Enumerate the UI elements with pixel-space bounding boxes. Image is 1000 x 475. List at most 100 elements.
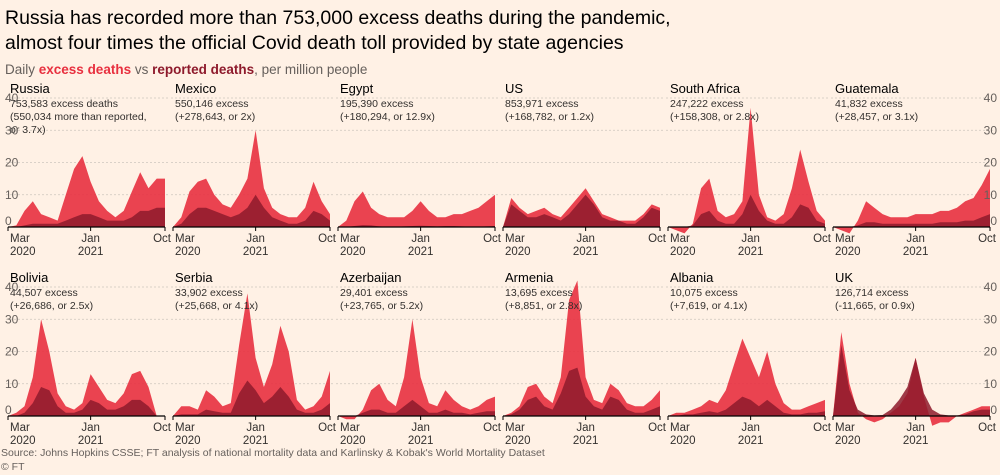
x-tick-label: Jan xyxy=(411,422,430,434)
panel-excess-total: 853,971 excess xyxy=(505,98,579,110)
subtitle-prefix: Daily xyxy=(5,62,39,77)
x-tick-label: Oct xyxy=(978,233,997,245)
x-tick-label: Jan xyxy=(246,233,265,245)
panel-excess-diff: (+26,686, or 2.5x) xyxy=(10,300,93,312)
x-tick-label-year: 2020 xyxy=(10,246,36,258)
x-tick-label: Oct xyxy=(153,233,172,245)
y-tick-label: 10 xyxy=(984,377,998,391)
x-tick-label: Mar xyxy=(340,233,360,245)
panel-excess-total: 41,832 excess xyxy=(835,98,903,110)
y-tick-label: 0 xyxy=(990,214,997,228)
x-tick-label: Mar xyxy=(10,422,30,434)
title-line-1: Russia has recorded more than 753,000 ex… xyxy=(5,7,671,29)
panel-title: Albania xyxy=(670,270,714,285)
panel-excess-total: 44,507 excess xyxy=(10,287,78,299)
x-tick-label: Oct xyxy=(978,422,997,434)
x-tick-label-year: 2021 xyxy=(573,435,599,447)
x-tick-label-year: 2021 xyxy=(573,246,599,258)
x-tick-label: Mar xyxy=(10,233,30,245)
panel-title: US xyxy=(505,81,523,96)
x-tick-label-year: 2020 xyxy=(10,435,36,447)
x-tick-label-year: 2020 xyxy=(340,435,366,447)
panel-title: Egypt xyxy=(340,81,374,96)
reported-deaths-area xyxy=(503,367,660,416)
x-tick-label: Jan xyxy=(906,422,925,434)
x-tick-label-year: 2020 xyxy=(505,435,531,447)
x-tick-label: Mar xyxy=(835,422,855,434)
panel-excess-diff: (+180,294, or 12.9x) xyxy=(340,111,435,123)
reported-deaths-area xyxy=(173,194,330,227)
y-tick-label: 30 xyxy=(5,312,19,326)
y-tick-label: 10 xyxy=(984,188,998,202)
subtitle-vs: vs xyxy=(131,62,153,77)
x-tick-label: Oct xyxy=(318,422,337,434)
chart-title: Russia has recorded more than 753,000 ex… xyxy=(5,6,705,56)
x-tick-label: Jan xyxy=(411,233,430,245)
x-tick-label-year: 2020 xyxy=(175,246,201,258)
panel-excess-total: 126,714 excess xyxy=(835,287,909,299)
panel-excess-total: 550,146 excess xyxy=(175,98,249,110)
x-tick-label: Oct xyxy=(813,422,832,434)
x-tick-label: Jan xyxy=(81,422,100,434)
panel-excess-total: 753,583 excess deaths xyxy=(10,98,118,110)
panel-title: Bolivia xyxy=(10,270,49,285)
excess-deaths-area xyxy=(338,319,495,420)
y-tick-label: 30 xyxy=(5,123,19,137)
panel-excess-diff: (+25,668, or 4.1x) xyxy=(175,300,258,312)
y-tick-label: 20 xyxy=(5,156,19,170)
panel-excess-total: 10,075 excess xyxy=(670,287,738,299)
excess-deaths-area xyxy=(668,338,825,416)
x-tick-label: Jan xyxy=(741,422,760,434)
y-tick-label: 10 xyxy=(5,188,19,202)
panel-excess-diff: (+28,457, or 3.1x) xyxy=(835,111,918,123)
x-tick-label-year: 2021 xyxy=(243,435,269,447)
x-tick-label: Oct xyxy=(483,233,502,245)
panel-title: Azerbaijan xyxy=(340,270,401,285)
x-tick-label-year: 2021 xyxy=(738,246,764,258)
x-tick-label: Jan xyxy=(81,233,100,245)
excess-deaths-area xyxy=(173,130,330,227)
reported-deaths-area xyxy=(8,207,165,227)
panel-title: Mexico xyxy=(175,81,216,96)
panel-title: Russia xyxy=(10,81,51,96)
x-tick-label-year: 2021 xyxy=(738,435,764,447)
panel-excess-diff: (+8,851, or 2.8x) xyxy=(505,300,582,312)
legend-excess-label: excess deaths xyxy=(38,62,132,77)
x-tick-label-year: 2020 xyxy=(505,246,531,258)
x-tick-label: Jan xyxy=(246,422,265,434)
panel-excess-diff: (+23,765, or 5.2x) xyxy=(340,300,423,312)
excess-deaths-area xyxy=(668,107,825,234)
y-tick-label: 20 xyxy=(5,345,19,359)
panel-title: Guatemala xyxy=(835,81,899,96)
y-tick-label: 40 xyxy=(5,91,19,105)
reported-deaths-area xyxy=(668,396,825,416)
x-tick-label-year: 2021 xyxy=(78,246,104,258)
excess-deaths-area xyxy=(833,168,990,234)
panel-excess-total: 13,695 excess xyxy=(505,287,573,299)
x-tick-label-year: 2021 xyxy=(903,246,929,258)
panel-excess-total: 247,222 excess xyxy=(670,98,744,110)
x-tick-label-year: 2021 xyxy=(408,246,434,258)
reported-deaths-area xyxy=(8,387,165,416)
x-tick-label: Mar xyxy=(670,233,690,245)
y-tick-label: 30 xyxy=(984,123,998,137)
source-note: Source: Johns Hopkins CSSE; FT analysis … xyxy=(1,447,545,459)
panel-excess-total: 195,390 excess xyxy=(340,98,414,110)
x-tick-label: Mar xyxy=(835,233,855,245)
panel-excess-diff: (+158,308, or 2.8x) xyxy=(670,111,759,123)
reported-deaths-area xyxy=(668,194,825,227)
panel-excess-total: 33,902 excess xyxy=(175,287,243,299)
excess-deaths-area xyxy=(338,191,495,227)
x-tick-label: Jan xyxy=(576,422,595,434)
